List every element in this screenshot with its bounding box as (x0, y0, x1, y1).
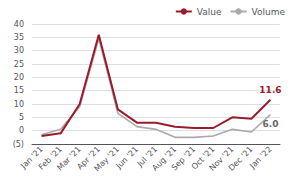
svg-text:Jan '22: Jan '22 (247, 145, 273, 171)
svg-text:20: 20 (14, 73, 24, 82)
svg-text:Nov '21: Nov '21 (207, 144, 236, 173)
svg-text:10: 10 (14, 100, 24, 109)
svg-text:(5): (5) (13, 140, 24, 149)
svg-text:5: 5 (19, 113, 24, 122)
svg-text:Value: Value (197, 7, 222, 17)
svg-text:Jan '21: Jan '21 (19, 144, 45, 171)
svg-text:30: 30 (14, 46, 24, 55)
svg-text:35: 35 (14, 33, 24, 42)
svg-text:Volume: Volume (252, 7, 286, 17)
svg-text:Apr '21: Apr '21 (75, 144, 102, 172)
svg-text:40: 40 (14, 20, 24, 29)
svg-text:Jul '21: Jul '21 (135, 144, 160, 169)
svg-text:Sep '21: Sep '21 (169, 144, 198, 173)
svg-text:15: 15 (14, 86, 24, 95)
svg-text:Aug '21: Aug '21 (150, 144, 179, 173)
svg-text:0: 0 (19, 126, 24, 135)
svg-text:6.0: 6.0 (262, 119, 278, 129)
svg-text:Mar '21: Mar '21 (55, 144, 83, 173)
svg-text:11.6: 11.6 (259, 85, 281, 95)
svg-text:May '21: May '21 (92, 145, 121, 174)
svg-text:25: 25 (14, 60, 24, 69)
svg-text:Jun '21: Jun '21 (114, 145, 140, 171)
svg-text:Feb '21: Feb '21 (36, 144, 64, 172)
svg-text:Dec '21: Dec '21 (227, 145, 255, 173)
svg-text:Oct '21: Oct '21 (189, 144, 217, 172)
